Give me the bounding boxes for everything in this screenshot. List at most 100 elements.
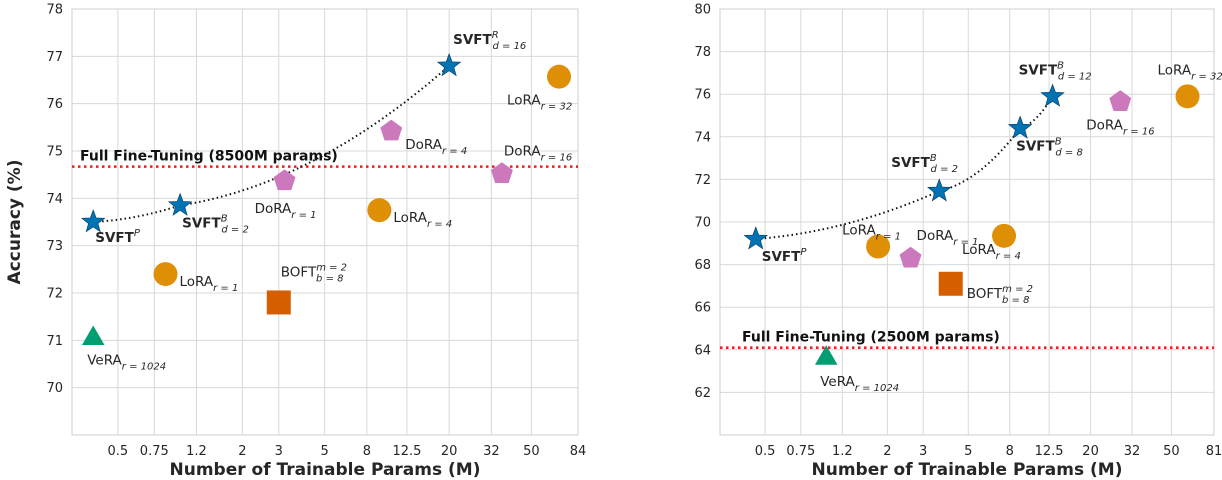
x-tick-label: 12.5: [1035, 444, 1064, 459]
x-tick-label: 81: [1206, 444, 1222, 459]
y-tick-label: 74: [46, 192, 63, 207]
grid: [720, 8, 1215, 435]
dora-point: [899, 246, 922, 268]
point-label-base: LoRA: [507, 93, 541, 109]
point-label-svft: SVFTB d = 12: [1019, 60, 1092, 82]
full-fine-tuning-label: Full Fine-Tuning (2500M params): [742, 330, 1000, 346]
point-label-base: DoRA: [1086, 118, 1123, 134]
point-label-superscript: m = 2: [1002, 284, 1033, 295]
point-label-dora: DoRAr = 16: [504, 144, 572, 164]
point-label-subscript: r = 4: [427, 219, 452, 230]
point-label-svft: SVFTP: [762, 247, 808, 265]
point-label-superscript: B: [221, 213, 228, 224]
point-label-svft: SVFTP: [95, 228, 141, 246]
y-tick-label: 74: [694, 130, 711, 145]
point-label-base: DoRA: [504, 144, 541, 160]
x-tick-label: 8: [1006, 444, 1014, 459]
plot-frame: [71, 8, 579, 436]
point-label-base: SVFT: [453, 32, 492, 48]
y-tick-label: 64: [694, 343, 711, 358]
point-label-subscript: r = 4: [996, 251, 1021, 262]
dora-point: [490, 162, 513, 184]
x-tick-label: 2: [883, 444, 891, 459]
x-tick-label: 12.5: [392, 444, 421, 459]
boft-point: [938, 271, 963, 296]
plot-frame: [719, 8, 1215, 436]
vera-point: [81, 325, 105, 346]
point-label-subscript: r = 32: [541, 102, 573, 113]
y-tick-label: 78: [694, 45, 711, 60]
point-label-superscript: P: [800, 247, 807, 258]
point-label-base: SVFT: [762, 249, 801, 265]
svft-point: [436, 52, 462, 77]
point-label-subscript: r = 1024: [122, 362, 166, 373]
point-label-base: SVFT: [1016, 138, 1055, 154]
point-label-svft: SVFTB d = 2: [182, 213, 249, 235]
x-tick-label: 50: [1163, 444, 1180, 459]
point-label-subscript: b = 8: [316, 273, 343, 284]
point-label-lora: LoRAr = 4: [393, 210, 452, 230]
y-axis-label: Accuracy (%): [5, 160, 25, 285]
point-label-subscript: r = 4: [442, 146, 467, 157]
point-label-base: DoRA: [917, 228, 954, 244]
point-label-base: LoRA: [393, 210, 427, 226]
point-label-svft: SVFTR d = 16: [453, 30, 526, 52]
boft-point: [266, 290, 291, 315]
lora-point: [992, 223, 1017, 248]
y-tick-label: 77: [46, 50, 63, 65]
vera-point: [814, 345, 838, 365]
y-tick-label: 80: [694, 3, 711, 18]
y-tick-label: 75: [46, 145, 63, 160]
point-label-superscript: P: [134, 228, 141, 239]
y-tick-label: 62: [694, 386, 711, 401]
svft-point: [927, 178, 952, 202]
point-label-dora: DoRAr = 4: [405, 137, 467, 157]
x-tick-label: 2: [238, 444, 246, 459]
point-label-svft: SVFTB d = 2: [891, 153, 958, 175]
chart-panel-right: 0.5 0.75 1.2 2 3 5 8 12.5 20 32 50 81 62 64 66 68 70 72 74…: [694, 3, 1222, 480]
svft-point: [743, 226, 769, 250]
x-tick-label: 0.75: [140, 444, 169, 459]
svft-point: [1040, 83, 1065, 107]
x-axis-label: Number of Trainable Params (M): [169, 460, 480, 480]
point-label-lora: LoRAr = 32: [1158, 62, 1222, 82]
x-tick-label: 8: [363, 444, 371, 459]
point-label-superscript: R: [492, 30, 499, 41]
x-tick-label: 1.2: [186, 444, 207, 459]
x-tick-label: 20: [1082, 444, 1099, 459]
point-label-base: SVFT: [1019, 62, 1058, 78]
point-label-subscript: r = 1: [291, 210, 316, 221]
point-label-subscript: r = 16: [1123, 127, 1155, 138]
point-label-subscript: r = 16: [541, 153, 573, 164]
svft-point: [1007, 115, 1033, 139]
point-label-subscript: r = 1: [953, 237, 978, 248]
lora-point: [153, 262, 178, 287]
y-tick-label: 73: [46, 239, 63, 254]
lora-point: [547, 64, 572, 89]
point-label-base: BOFT: [967, 286, 1003, 302]
point-label-base: LoRA: [962, 242, 996, 258]
x-tick-label: 50: [523, 444, 540, 459]
point-label-base: BOFT: [281, 264, 317, 280]
point-label-base: VeRA: [87, 353, 122, 369]
x-tick-label: 5: [964, 444, 972, 459]
point-label-subscript: r = 1: [213, 283, 238, 294]
point-label-superscript: m = 2: [316, 262, 347, 273]
x-tick-label: 84: [570, 444, 587, 459]
point-label-lora: LoRAr = 1: [180, 274, 239, 294]
x-tick-label: 1.2: [832, 444, 853, 459]
point-label-vera: VeRAr = 1024: [87, 353, 166, 373]
lora-point: [866, 234, 891, 259]
point-label-base: SVFT: [891, 155, 930, 171]
y-tick-label: 66: [694, 301, 711, 316]
y-tick-label: 78: [46, 3, 63, 18]
point-label-subscript: b = 8: [1002, 295, 1029, 306]
x-tick-label: 20: [441, 444, 458, 459]
dora-point: [273, 169, 296, 191]
point-label-subscript: r = 1: [876, 231, 901, 242]
y-tick-label: 72: [46, 287, 63, 302]
point-label-subscript: d = 16: [492, 41, 526, 52]
x-tick-label: 3: [275, 444, 283, 459]
